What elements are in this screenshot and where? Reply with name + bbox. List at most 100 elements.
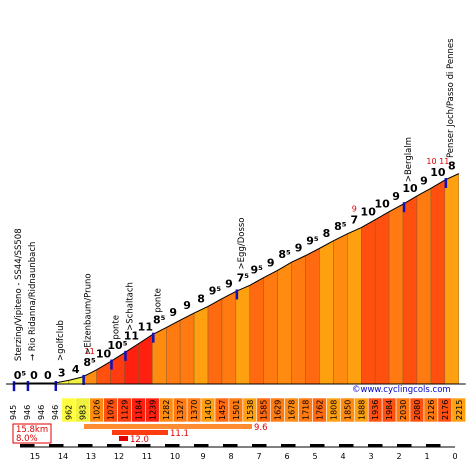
credit-label: ©www.cyclingcols.com: [352, 385, 451, 395]
altitude-label: 946: [51, 405, 60, 420]
altitude-label: 983: [79, 405, 88, 420]
profile-segment: [263, 269, 278, 385]
profile-segment: [96, 361, 111, 385]
altitude-label: 1501: [232, 400, 241, 420]
km-tick-label: 10: [170, 452, 180, 461]
poi-label: ponte: [153, 288, 163, 313]
altitude-label: 1936: [371, 400, 380, 420]
segment-gradient-label: 9⁵: [209, 285, 222, 298]
segment-gradient-label: 8: [448, 160, 456, 173]
segment-gradient-label: 8⁵: [83, 356, 96, 369]
profile-segment: [249, 277, 264, 385]
profile-segment: [416, 187, 432, 385]
altitude-label: 1327: [176, 400, 185, 420]
km-axis-dash: [426, 444, 441, 447]
altitude-label: 2080: [413, 400, 422, 420]
altitude-label: 1984: [385, 400, 394, 420]
max-gradient-bar: [119, 436, 128, 441]
profile-segment: [319, 240, 334, 385]
km-tick-label: 9: [200, 452, 205, 461]
km-axis-dash: [194, 444, 209, 447]
segment-gradient-label: 0: [44, 369, 52, 382]
segment-gradient-label: 8: [197, 292, 205, 305]
segment-gradient-label: 10: [430, 166, 446, 179]
segment-gradient-label: 9: [225, 277, 233, 290]
altitude-label: 1629: [274, 400, 283, 420]
altitude-label: 1888: [357, 400, 366, 420]
segment-gradient-label: 9⁵: [306, 234, 319, 247]
segment-gradient-label: 9: [420, 174, 428, 187]
km-axis-dash: [310, 444, 325, 447]
segment-gradient-label: 8⁵: [153, 314, 166, 327]
max-gradient-label: 10 11: [426, 157, 449, 166]
segment-gradient-label: 0⁵: [14, 369, 27, 382]
km-tick-label: 4: [340, 452, 345, 461]
altitude-label: 1808: [329, 400, 338, 420]
segment-gradient-label: 0: [30, 369, 38, 382]
distance-stat: 15.8km: [16, 425, 48, 435]
poi-label: Penser Joch/Passo di Pennes: [446, 38, 456, 158]
altitude-label: 1718: [302, 400, 311, 420]
max-gradient-label: 11: [85, 347, 95, 356]
profile-segment: [179, 312, 195, 385]
profile-segment: [207, 298, 223, 385]
altitude-label: 2126: [427, 400, 436, 420]
altitude-label: 1538: [246, 400, 255, 420]
altitude-label: 1678: [288, 400, 297, 420]
profile-segment: [68, 376, 83, 385]
km-tick-label: 5: [312, 452, 317, 461]
altitude-label: 1184: [134, 400, 143, 420]
max-gradient-bar-label: 12.0: [130, 435, 149, 445]
altitude-label: 1850: [343, 400, 352, 420]
segment-gradient-label: 8⁵: [334, 220, 347, 233]
poi-label: Sterzing/Vipiteno - SS44/SS508: [14, 228, 24, 361]
altitude-cell: [451, 397, 467, 423]
poi-label: ponte: [112, 315, 122, 340]
poi-label: >Schaltach: [125, 282, 135, 331]
altitude-label: 2030: [399, 400, 408, 420]
segment-gradient-label: 9: [295, 242, 303, 255]
km-axis-dash: [20, 444, 35, 447]
segment-gradient-label: 10: [361, 206, 377, 219]
profile-segment: [361, 219, 376, 385]
poi-label: >golfclub: [56, 320, 66, 361]
km-tick-label: 13: [86, 452, 96, 461]
km-axis-dash: [107, 444, 122, 447]
max-gradient-bar-label: 11.1: [170, 429, 189, 439]
km-axis-dash: [223, 444, 238, 447]
altitude-label: 946: [23, 405, 32, 420]
segment-gradient-label: 9: [169, 306, 177, 319]
stats-box: [12, 423, 52, 444]
profile-segment: [291, 255, 306, 385]
altitude-label: 1282: [162, 400, 171, 420]
km-tick-label: 11: [142, 452, 152, 461]
poi-label: >Egg/Dosso: [237, 217, 247, 269]
profile-segment: [347, 227, 362, 385]
km-axis-dash: [136, 444, 151, 447]
km-tick-label: 3: [368, 452, 373, 461]
km-axis-dash: [368, 444, 383, 447]
km-tick-label: 8: [228, 452, 233, 461]
poi-label: >Elzenbaum/Pruno: [84, 273, 94, 355]
km-axis-dash: [339, 444, 354, 447]
altitude-label: 1239: [148, 400, 157, 420]
km-axis-dash: [252, 444, 267, 447]
km-tick-label: 2: [396, 452, 401, 461]
km-tick-label: 15: [30, 452, 40, 461]
profile-segment: [402, 195, 418, 385]
segment-gradient-label: 9: [392, 190, 400, 203]
km-tick-label: 1: [424, 452, 429, 461]
segment-gradient-label: 9⁵: [251, 264, 264, 277]
max-gradient-bar: [84, 424, 252, 429]
km-axis-dash: [78, 444, 93, 447]
altitude-label: 1585: [260, 400, 269, 420]
km-tick-label: 7: [256, 452, 261, 461]
altitude-label: 1129: [120, 400, 129, 420]
profile-segment: [374, 211, 390, 385]
altitude-label: 2215: [455, 400, 464, 420]
altitude-label: 1410: [204, 400, 213, 420]
segment-gradient-label: 10: [402, 182, 418, 195]
profile-segment: [305, 248, 320, 385]
km-axis-dash: [281, 444, 296, 447]
segment-gradient-label: 8: [323, 227, 331, 240]
